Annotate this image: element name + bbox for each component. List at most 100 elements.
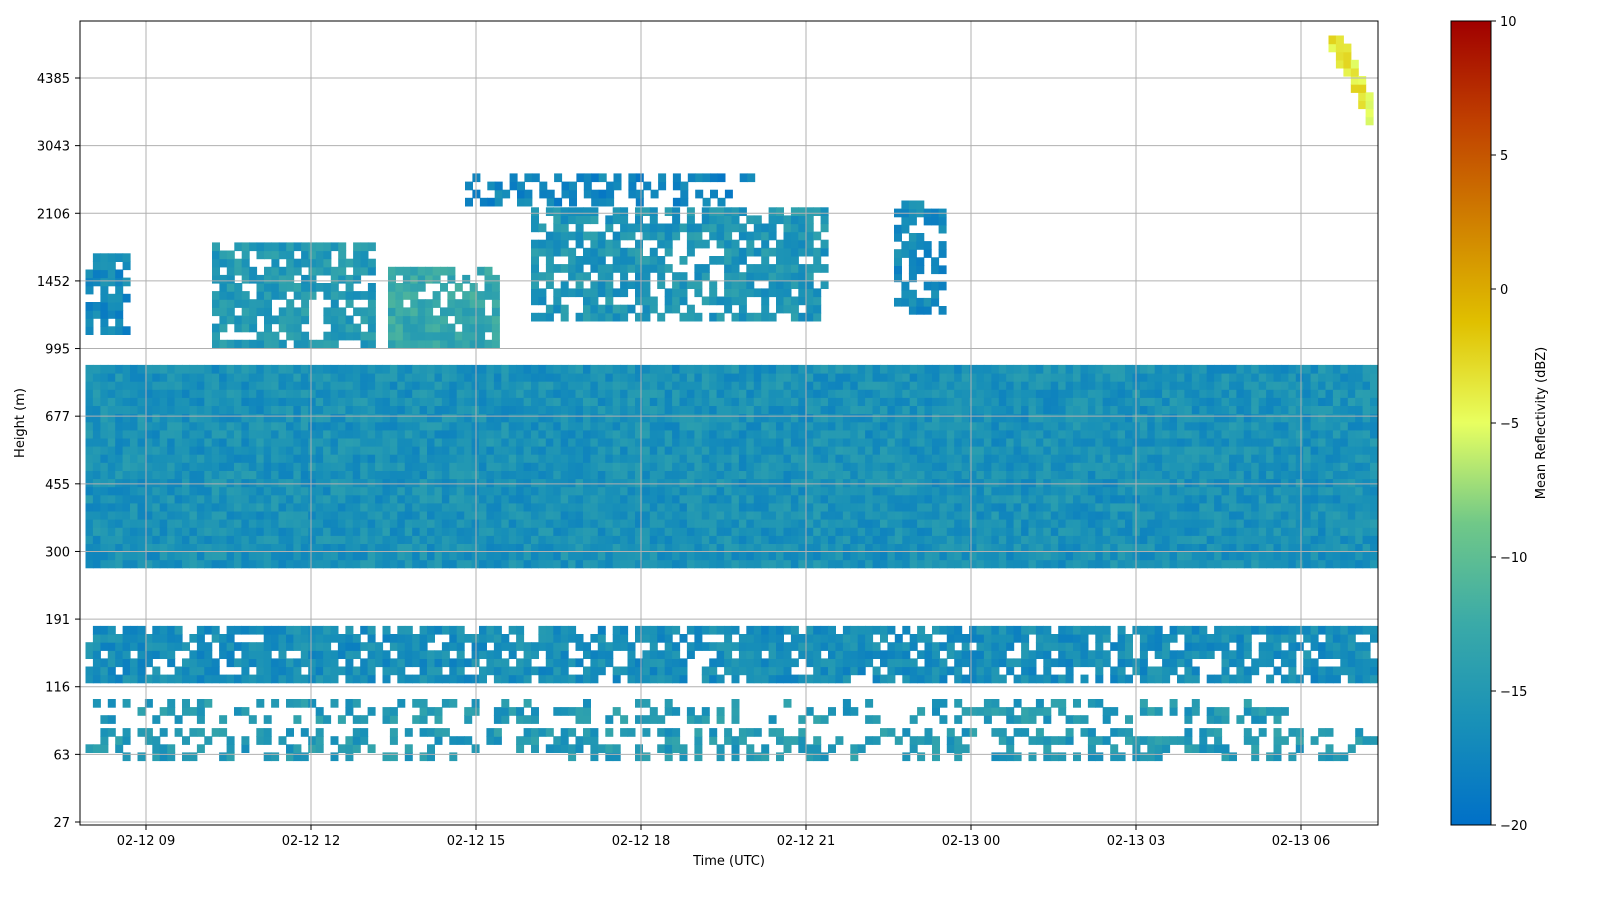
heatmap-cell [597,470,606,480]
heatmap-cell [805,707,814,716]
heatmap-cell [375,642,384,651]
heatmap-cell [352,527,361,536]
heatmap-cell [100,470,109,480]
heatmap-cell [315,381,324,390]
heatmap-cell [1080,502,1089,512]
heatmap-cell [1117,405,1126,415]
heatmap-cell [337,502,346,512]
heatmap-cell [746,381,755,390]
heatmap-cell [1043,707,1052,716]
heatmap-cell [330,478,339,488]
heatmap-cell [612,381,621,390]
heatmap-cell [219,421,228,431]
heatmap-cell [583,470,591,480]
heatmap-cell [872,364,881,374]
heatmap-cell [360,736,369,745]
heatmap-cell [345,559,354,569]
heatmap-cell [523,551,532,561]
heatmap-cell [635,381,643,390]
heatmap-cell [1184,658,1193,668]
heatmap-cell [568,543,577,553]
heatmap-cell [939,413,948,423]
heatmap-cell [85,543,94,553]
heatmap-cell [1035,502,1044,512]
heatmap-cell [776,535,784,544]
heatmap-cell [441,462,450,471]
heatmap-cell [1273,715,1282,724]
heatmap-cell [196,397,205,406]
heatmap-cell [1125,535,1133,544]
heatmap-cell [946,437,955,447]
heatmap-cell [731,527,740,536]
heatmap-cell [427,494,435,504]
heatmap-cell [649,674,658,684]
heatmap-cell [887,429,896,439]
heatmap-cell [716,478,725,488]
heatmap-cell [1102,470,1111,480]
heatmap-cell [1125,559,1133,569]
heatmap-cell [226,437,235,447]
heatmap-cell [716,752,725,762]
heatmap-cell [531,381,539,390]
heatmap-cell [397,625,406,635]
heatmap-cell [441,437,450,447]
heatmap-cell [664,642,673,651]
heatmap-cell [211,470,220,480]
heatmap-cell [998,707,1007,716]
heatmap-cell [857,413,866,423]
heatmap-cell [286,397,294,406]
heatmap-cell [583,381,591,390]
heatmap-cell [1362,658,1371,668]
heatmap-cell [590,519,599,528]
heatmap-cell [382,625,391,635]
heatmap-cell [196,650,205,659]
heatmap-cell [263,510,272,520]
heatmap-cell [226,486,235,496]
heatmap-cell [664,752,673,762]
heatmap-cell [1006,707,1015,716]
heatmap-cell [382,559,391,569]
heatmap-cell [954,650,963,659]
heatmap-cell [961,397,970,406]
heatmap-cell [100,429,109,439]
heatmap-cell [1243,634,1252,643]
heatmap-cell [865,634,874,643]
heatmap-cell [731,397,740,406]
heatmap-cell [130,535,138,544]
heatmap-cell [857,389,866,398]
heatmap-cell [842,470,851,480]
heatmap-cell [783,381,792,390]
heatmap-cell [1139,699,1148,708]
heatmap-cell [828,551,836,561]
heatmap-cell [620,413,629,423]
heatmap-cell [137,494,146,504]
heatmap-cell [204,494,213,504]
heatmap-cell [1095,454,1104,463]
heatmap-cell [516,381,525,390]
heatmap-cell [1028,535,1037,544]
heatmap-cell [1021,405,1030,415]
heatmap-cell [196,510,205,520]
heatmap-cell [917,634,926,643]
heatmap-cell [991,752,1000,762]
heatmap-cell [501,373,510,382]
heatmap-cell [798,527,807,536]
heatmap-cell [486,494,495,504]
heatmap-cell [85,462,94,471]
heatmap-cell [107,674,116,684]
heatmap-cell [211,551,220,561]
heatmap-cell [1028,625,1037,635]
heatmap-cell [842,421,851,431]
heatmap-cell [226,494,235,504]
heatmap-cell [167,707,176,716]
heatmap-cell [969,421,978,431]
heatmap-cell [620,494,629,504]
heatmap-cell [724,510,733,520]
heatmap-cell [1280,658,1289,668]
heatmap-cell [219,650,228,659]
heatmap-cell [1058,502,1067,512]
heatmap-cell [635,658,643,668]
heatmap-cell [1073,634,1081,643]
heatmap-cell [226,527,235,536]
heatmap-cell [761,405,770,415]
